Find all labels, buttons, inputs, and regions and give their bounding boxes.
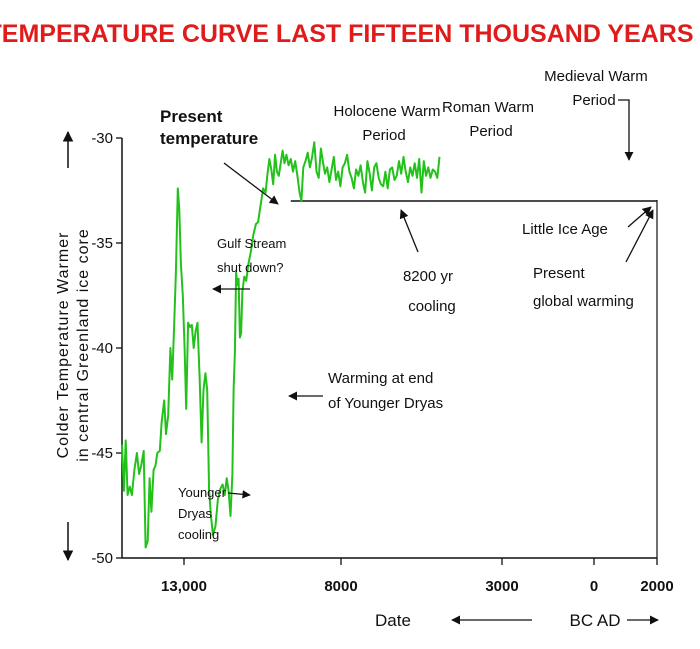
y-axis-label-line1: Colder Temperature Warmer	[55, 232, 72, 459]
cooling-label-1: 8200 yr	[403, 268, 453, 285]
present-temp-label-2: temperature	[160, 129, 258, 148]
present-temp-arrow	[223, 162, 279, 205]
medieval-label-2: Period	[572, 92, 615, 109]
younger-arrow	[227, 490, 251, 499]
gulf-label-2: shut down?	[217, 260, 284, 275]
medieval-label-1: Medieval Warm	[544, 68, 648, 85]
x-tick-label: 0	[590, 578, 598, 595]
x-tick-label: 3000	[485, 578, 518, 595]
y-tick-label: -40	[91, 340, 113, 357]
temperature-series-line	[121, 141, 441, 549]
present-temp-label-1: Present	[160, 107, 223, 126]
gw-label-2: global warming	[533, 293, 634, 310]
era-label: BC AD	[569, 611, 620, 630]
cooling-label-2: cooling	[408, 298, 456, 315]
x-tick-label: 13,000	[161, 578, 207, 595]
younger-label-1: Younger	[178, 485, 227, 500]
y-tick-label: -50	[91, 550, 113, 567]
y-ticks: -30 -35 -40 -45 -50	[91, 130, 122, 567]
x-ticks: 13,000 8000 3000 0 2000	[161, 558, 674, 595]
holocene-label-1: Holocene Warm	[334, 103, 441, 120]
y-tick-label: -35	[91, 235, 113, 252]
gw-arrow	[625, 209, 654, 263]
younger-label-2: Dryas	[178, 506, 212, 521]
holocene-label-2: Period	[362, 127, 405, 144]
cooling-arrow	[399, 209, 419, 253]
y-tick-label: -45	[91, 445, 113, 462]
warming-label-1: Warming at end	[328, 370, 433, 387]
roman-label-2: Period	[469, 123, 512, 140]
medieval-arrow	[618, 99, 634, 161]
gw-label-1: Present	[533, 265, 586, 282]
warming-label-2: of Younger Dryas	[328, 395, 443, 412]
x-tick-label: 8000	[324, 578, 357, 595]
x-axis-label: Date	[375, 611, 411, 630]
y-axis-label-line2: in central Greenland ice core	[75, 228, 92, 462]
lia-label: Little Ice Age	[522, 221, 608, 238]
y-axis-label: Colder Temperature Warmer in central Gre…	[55, 228, 92, 462]
lia-arrow	[627, 206, 652, 228]
gulf-label-1: Gulf Stream	[217, 236, 286, 251]
younger-label-3: cooling	[178, 527, 219, 542]
x-tick-label: 2000	[640, 578, 673, 595]
chart-title: TEMPERATURE CURVE LAST FIFTEEN THOUSAND …	[0, 20, 694, 48]
roman-label-1: Roman Warm	[442, 99, 534, 116]
y-tick-label: -30	[91, 130, 113, 147]
